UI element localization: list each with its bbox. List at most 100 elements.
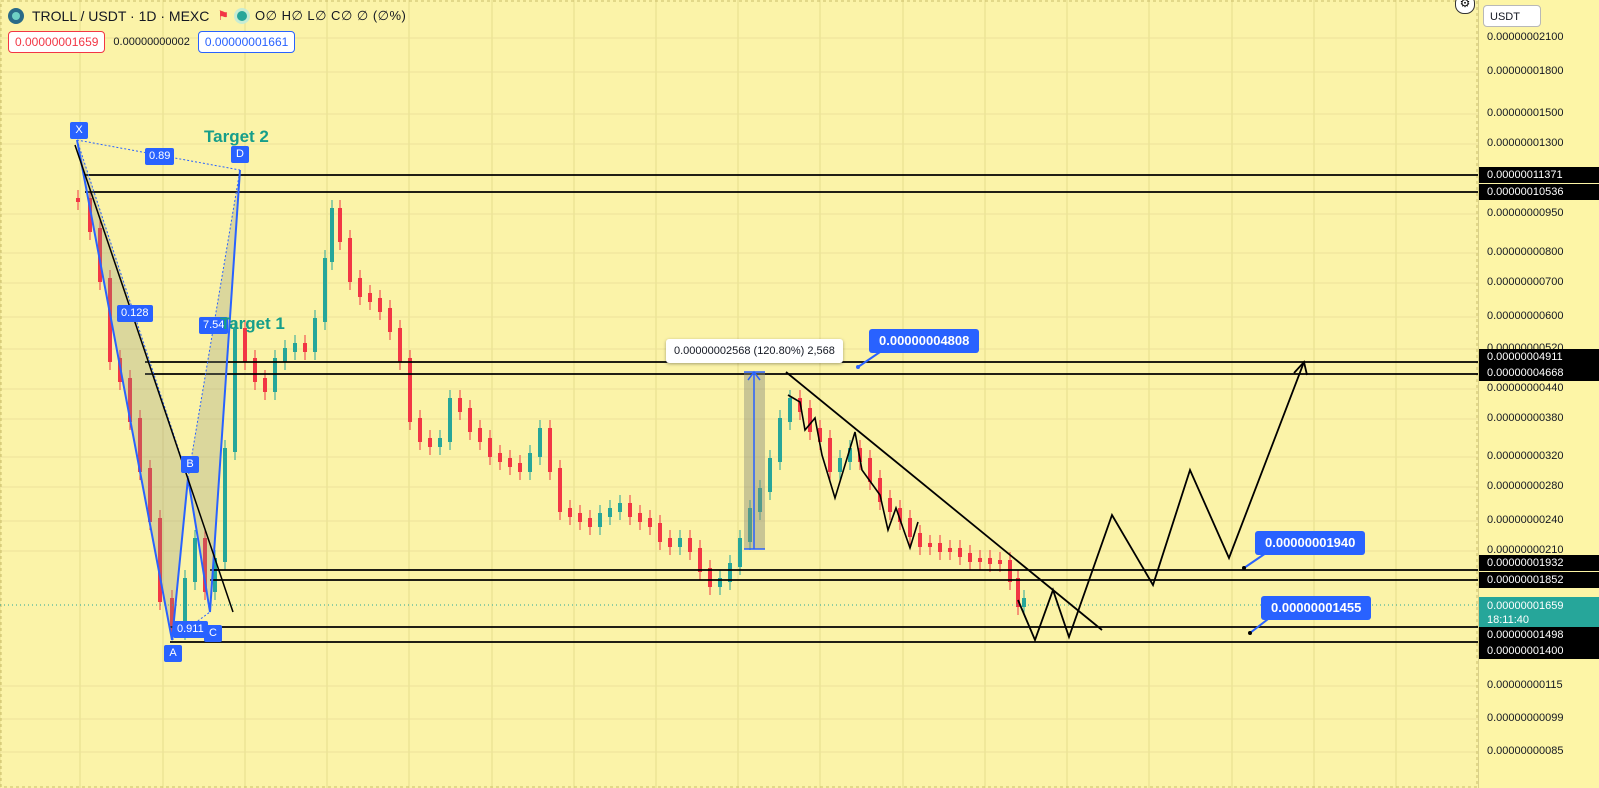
candle-body xyxy=(948,548,952,552)
candle-body xyxy=(768,458,772,492)
pattern-point-x: X xyxy=(70,122,88,139)
candle-body xyxy=(728,563,732,582)
candle-body xyxy=(388,308,392,332)
price-tick-label: 0.00000000440 xyxy=(1487,382,1564,394)
candle-body xyxy=(108,278,112,362)
candle-body xyxy=(76,198,80,202)
level-price-tag: 0.00000004911 xyxy=(1479,349,1599,365)
level-price-tag: 0.00000001852 xyxy=(1479,572,1599,588)
candle-body xyxy=(638,513,642,522)
candle-body xyxy=(323,258,327,322)
candle-body xyxy=(828,438,832,472)
horizontal-levels xyxy=(85,174,1478,643)
candle-body xyxy=(998,560,1002,564)
exchange-logo-icon xyxy=(8,8,24,24)
ratio-label-xb: 0.89 xyxy=(145,148,175,165)
candle-body xyxy=(158,518,162,602)
price-tick-label: 0.00000000950 xyxy=(1487,207,1564,219)
level-price-tag: 0.00000011371 xyxy=(1479,167,1599,183)
candle-body xyxy=(468,408,472,432)
pattern-point-b: B xyxy=(181,456,199,473)
price-tick-label: 0.00000000280 xyxy=(1487,480,1564,492)
level-price-tag: 0.00000001498 xyxy=(1479,627,1599,643)
candle-body xyxy=(183,578,187,632)
candle-body xyxy=(303,343,307,352)
callout-1940[interactable]: 0.00000001940 xyxy=(1255,531,1366,555)
candle-body xyxy=(538,428,542,457)
candle-body xyxy=(273,358,277,392)
candle-body xyxy=(898,508,902,522)
candle-body xyxy=(718,578,722,587)
candle-body xyxy=(588,518,592,527)
currency-selector[interactable]: USDT xyxy=(1483,5,1541,27)
level-price-tag: 0.00000004668 xyxy=(1479,365,1599,381)
candle-body xyxy=(338,208,342,242)
candle-body xyxy=(378,298,382,312)
candle-body xyxy=(988,558,992,564)
candle-body xyxy=(698,548,702,572)
candle-body xyxy=(213,558,217,592)
buy-button[interactable]: 0.00000001661 xyxy=(197,31,296,53)
symbol-info-bar[interactable]: TROLL / USDT · 1D · MEXC ⚑ O∅ H∅ L∅ C∅ ∅… xyxy=(8,6,406,26)
price-tick-label: 0.00000000115 xyxy=(1487,679,1563,691)
price-tick-label: 0.00000000210 xyxy=(1487,544,1564,556)
candle-countdown: 18:11:40 xyxy=(1487,614,1530,626)
candle-body xyxy=(408,358,412,422)
candle-body xyxy=(738,538,742,567)
projection-path xyxy=(1017,361,1305,643)
early-trendline xyxy=(74,144,234,613)
candle-body xyxy=(293,343,297,352)
trade-panel: 0.00000001659 0.00000000002 0.0000000166… xyxy=(8,31,296,53)
candle-body xyxy=(808,408,812,432)
candle-body xyxy=(193,538,197,582)
ratio-label-ac: 0.911 xyxy=(173,621,208,638)
candle-body xyxy=(658,523,662,542)
candle-body xyxy=(878,478,882,502)
current-price-tag: 0.00000001659 18:11:40 xyxy=(1479,597,1599,627)
candle-body xyxy=(368,293,372,302)
price-chart[interactable] xyxy=(0,0,1478,788)
callout-1455[interactable]: 0.00000001455 xyxy=(1261,596,1372,620)
candle-body xyxy=(788,398,792,422)
callout-4808[interactable]: 0.00000004808 xyxy=(869,329,980,353)
chart-pane[interactable]: TROLL / USDT · 1D · MEXC ⚑ O∅ H∅ L∅ C∅ ∅… xyxy=(0,0,1478,788)
candle-body xyxy=(688,538,692,552)
price-tick-label: 0.00000000800 xyxy=(1487,246,1564,258)
candle-body xyxy=(618,503,622,512)
level-price-tag: 0.00000001932 xyxy=(1479,555,1599,571)
candle-body xyxy=(668,538,672,547)
candle-body xyxy=(628,503,632,517)
ohlc-values: O∅ H∅ L∅ C∅ ∅ (∅%) xyxy=(255,8,407,23)
candle-body xyxy=(138,418,142,472)
price-tick-label: 0.00000001500 xyxy=(1487,107,1564,119)
candle-body xyxy=(648,518,652,527)
candle-body xyxy=(938,543,942,552)
price-tick-label: 0.00000000380 xyxy=(1487,412,1564,424)
candle-body xyxy=(148,468,152,522)
price-range-label: 0.00000002568 (120.80%) 2,568 xyxy=(666,339,843,363)
price-tick-label: 0.00000000099 xyxy=(1487,712,1564,724)
candle-body xyxy=(1016,578,1020,607)
price-tick-label: 0.00000000700 xyxy=(1487,276,1564,288)
candle-body xyxy=(838,458,842,472)
candle-body xyxy=(1022,598,1026,607)
candle-body xyxy=(170,598,174,632)
pattern-triangle-bcd xyxy=(188,170,240,612)
candle-body xyxy=(558,468,562,512)
candle-body xyxy=(488,438,492,457)
candle-body xyxy=(398,328,402,362)
sell-button[interactable]: 0.00000001659 xyxy=(8,31,106,53)
flag-icon[interactable]: ⚑ xyxy=(217,8,230,23)
symbol-title[interactable]: TROLL / USDT · 1D · MEXC xyxy=(32,8,210,24)
candle-body xyxy=(598,513,602,527)
candle-body xyxy=(428,438,432,447)
candle-body xyxy=(313,318,317,352)
candle-body xyxy=(458,398,462,412)
candle-body xyxy=(243,328,247,362)
price-axis[interactable]: ⚙ USDT 0.00000002100 0.00000001800 0.00000… xyxy=(1455,0,1599,788)
candle-body xyxy=(358,278,362,297)
price-tick-label: 0.00000000240 xyxy=(1487,514,1564,526)
candle-body xyxy=(608,508,612,517)
target-2-label: Target 2 xyxy=(204,127,269,146)
chart-settings-icon[interactable]: ⚙ xyxy=(1455,0,1475,14)
